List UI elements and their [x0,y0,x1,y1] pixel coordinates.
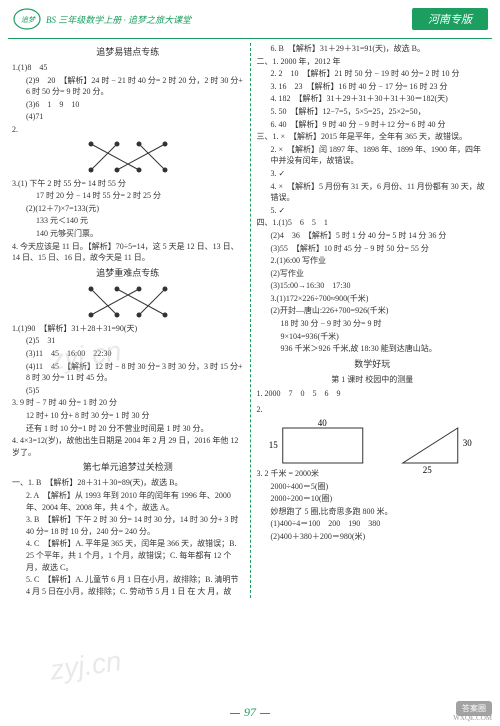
svg-text:15: 15 [268,440,278,450]
text-line: (3)11 45 16:00 22:30 [12,348,244,360]
text-line: 133 元＜140 元 [12,215,244,227]
text-line: 2. A 【解析】从 1993 年到 2010 年的闰年有 1996 年、200… [12,490,244,513]
text-line: (4)11 45 【解析】12 时 − 8 时 30 分= 3 时 30 分，3… [12,361,244,384]
cross-diagram: 2. [12,124,244,176]
text-line: 2.(1)6:00 写作业 [257,255,489,267]
text-line: 3. 16 23 【解析】16 时 40 分 − 17 分= 16 时 23 分 [257,81,489,93]
page-body: 追梦易错点专练 1.(1)8 45 (2)9 20 【解析】24 时 − 21 … [0,39,500,602]
text-line: 140 元够买门票。 [12,228,244,240]
text-line: 6. B 【解析】31＋29＋31=91(天)，故选 B。 [257,43,489,55]
left-column: 追梦易错点专练 1.(1)8 45 (2)9 20 【解析】24 时 − 21 … [8,43,248,598]
section-title: 追梦重难点专练 [12,267,244,280]
text-line: 4. 4×3=12(岁)，故他出生日期是 2004 年 2 月 29 日，201… [12,435,244,458]
section-title: 数学好玩 [257,358,489,371]
text-line: 2. × 【解析】闰 1897 年、1898 年、1899 年、1900 年，四… [257,144,489,167]
text-line: (3)55 【解析】10 时 45 分 − 9 时 50 分= 55 分 [257,243,489,255]
text-line: 1. 2000 7 0 5 6 9 [257,388,489,400]
text-line: 5. ✓ [257,205,489,217]
section-title: 第七单元追梦过关检测 [12,461,244,474]
text-line: (2)(12＋7)×7=133(元) [12,203,244,215]
text-line: (5)5 [12,385,244,397]
edition-badge: 河南专版 [412,8,488,30]
footer-site: WXQE.COM [453,714,492,722]
text-line: (1)400÷4＝100 200 190 380 [257,518,489,530]
text-line: 1.(1)90 【解析】31＋28＋31=90(天) [12,323,244,335]
page-number: 97 [226,705,274,720]
text-line: 9×104=936(千米) [257,331,489,343]
text-line: 3. 9 时 − 7 时 40 分= 1 时 20 分 [12,397,244,409]
text-line: (2)9 20 【解析】24 时 − 21 时 40 分= 2 时 20 分，2… [12,75,244,98]
text-line: (2)5 31 [12,335,244,347]
section-title: 追梦易错点专练 [12,46,244,59]
text-line: 4. 182 【解析】31＋29＋31＋30＋31＋30＝182(天) [257,93,489,105]
text-line: 3.(1)172×226÷700≈900(千米) [257,293,489,305]
page-header: 追梦 BS 三年级数学上册 · 追梦之旅大课堂 河南专版 [0,0,500,38]
text-line: 936 千米＞926 千米,故 18:30 能到达唐山站。 [257,343,489,355]
text-line: 三、1. × 【解析】2015 年是平年，全年有 365 天，故错误。 [257,131,489,143]
text-line: (2)写作业 [257,268,489,280]
text-line: 4. 今天应该是 11 日。【解析】70÷5=14，这 5 天是 12 日、13… [12,241,244,264]
text-line: 5. C 【解析】A. 儿童节 6 月 1 日在小月，故排除；B. 清明节 4 … [12,574,244,597]
text-line: 妙想跑了 5 圈,比奇思多跑 800 米。 [257,506,489,518]
text-line: 还有 1 时 10 分=1 时 20 分不营业时间是 1 时 30 分。 [12,423,244,435]
svg-text:40: 40 [317,418,327,428]
text-line: 5. 50 【解析】12−7=5，5×5=25，25×2=50， [257,106,489,118]
text-line: (3)6 1 9 10 [12,99,244,111]
right-column: 6. B 【解析】31＋29＋31=91(天)，故选 B。 二、1. 2000 … [253,43,493,598]
text-line: 四、1.(1)5 6 5 1 [257,217,489,229]
text-line: (4)71 [12,111,244,123]
text-line: (3)15:00→16:30 17:30 [257,280,489,292]
text-line: 3.(1) 下午 2 时 55 分= 14 时 55 分 [12,178,244,190]
text-line: 2000÷400＝5(圈) [257,481,489,493]
header-title: BS 三年级数学上册 · 追梦之旅大课堂 [46,13,412,26]
text-line: 4. × 【解析】5 月份有 31 天，6 月份、11 月份都有 30 天，故错… [257,181,489,204]
text-line: 3. ✓ [257,168,489,180]
text-line: 2000÷200＝10(圈) [257,493,489,505]
logo-icon: 追梦 [12,4,42,34]
text-line: 12 时+ 10 分+ 8 时 30 分= 1 时 30 分 [12,410,244,422]
text-line: 17 时 20 分 − 14 时 55 分= 2 时 25 分 [12,190,244,202]
text-line: (2)400＋380＋200＝980(米) [257,531,489,543]
text-line: 一、1. B 【解析】28＋31＋30=89(天)，故选 B。 [12,477,244,489]
text-line: 1.(1)8 45 [12,62,244,74]
cross-diagram [12,283,244,321]
watermark: zyj.cn [48,645,123,687]
section-subtitle: 第 1 课时 校园中的测量 [257,374,489,386]
text-line: 18 时 30 分 − 9 时 30 分= 9 时 [257,318,489,330]
text-line: 2. 2 10 【解析】21 时 50 分 − 19 时 40 分= 2 时 1… [257,68,489,80]
text-line: 4. C 【解析】A. 平年是 365 天，闰年是 366 天，故错误；B. 2… [12,538,244,573]
svg-text:30: 30 [462,438,472,448]
svg-text:追梦: 追梦 [21,16,36,24]
text-line: (2)4 36 【解析】5 时 1 分 40 分= 5 时 14 分 36 分 [257,230,489,242]
text-line: 3. B 【解析】下午 2 时 30 分= 14 时 30 分，14 时 30 … [12,514,244,537]
text-line: 二、1. 2000 年，2012 年 [257,56,489,68]
text-line: (2)开封—唐山:226+700=926(千米) [257,305,489,317]
svg-text:25: 25 [422,465,432,475]
column-divider [250,43,251,598]
text-line: 6. 40 【解析】9 时 40 分 − 9 时＋12 分= 6 时 40 分 [257,119,489,131]
shapes-diagram: 2. 40 15 30 25 [257,404,489,464]
